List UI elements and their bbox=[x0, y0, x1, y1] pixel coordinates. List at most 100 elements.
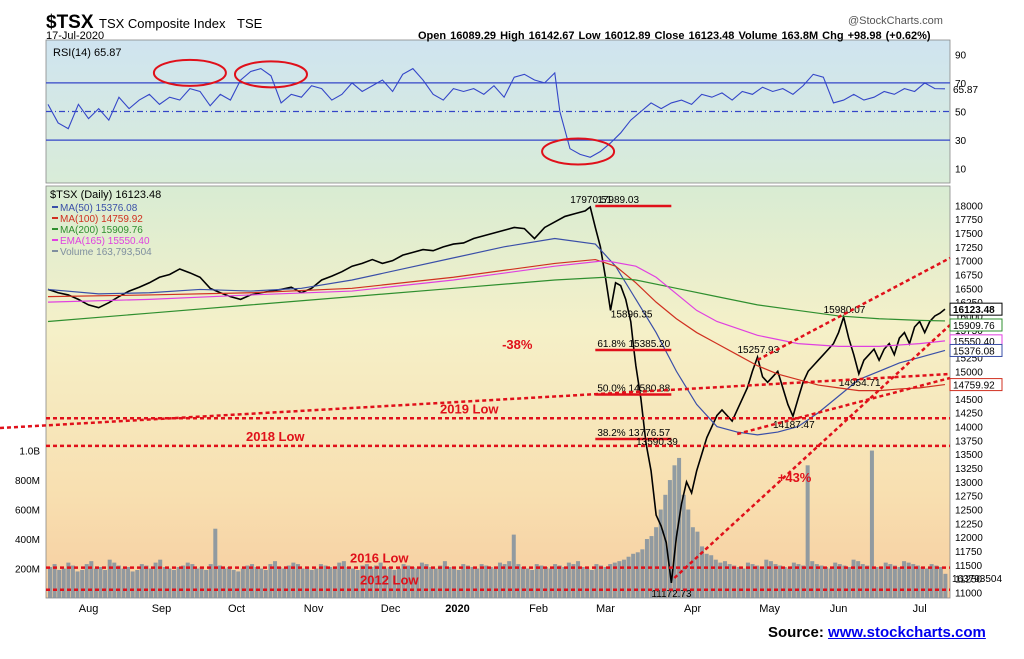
x-tick-label: Sep bbox=[152, 603, 172, 615]
volume-bar bbox=[479, 564, 484, 598]
volume-tick-label: 200M bbox=[15, 565, 40, 576]
volume-bar bbox=[112, 562, 117, 598]
volume-bar bbox=[185, 562, 190, 598]
x-tick-label: Mar bbox=[596, 603, 615, 615]
volume-bar bbox=[268, 564, 273, 598]
price-tick-label: 17250 bbox=[955, 243, 983, 254]
volume-bar bbox=[419, 562, 424, 598]
volume-bar bbox=[135, 569, 140, 598]
moving-average-line bbox=[47, 260, 946, 347]
volume-bar bbox=[162, 567, 167, 598]
volume-bar bbox=[787, 568, 792, 598]
volume-bar bbox=[837, 564, 842, 598]
trend-line bbox=[673, 324, 951, 579]
price-tick-label: 12500 bbox=[955, 506, 983, 517]
price-tick-label: 14250 bbox=[955, 409, 983, 420]
volume-bar bbox=[791, 562, 796, 598]
volume-bar bbox=[920, 567, 925, 598]
volume-bar bbox=[534, 564, 539, 598]
volume-bar bbox=[599, 565, 604, 598]
volume-bar bbox=[488, 567, 493, 598]
volume-bar bbox=[846, 567, 851, 598]
volume-bar bbox=[291, 562, 296, 598]
volume-bar bbox=[406, 565, 411, 598]
price-title: $TSX (Daily) 16123.48 bbox=[50, 189, 161, 201]
volume-bar bbox=[410, 567, 415, 598]
x-tick-label: Nov bbox=[304, 603, 324, 615]
volume-bar bbox=[723, 561, 727, 598]
volume-bar bbox=[263, 569, 268, 598]
volume-bar bbox=[700, 546, 705, 598]
volume-bar bbox=[911, 564, 916, 598]
price-tick-label: 17000 bbox=[955, 257, 983, 268]
volume-bar bbox=[608, 564, 613, 598]
volume-bar bbox=[773, 564, 778, 598]
volume-bar bbox=[295, 564, 300, 598]
volume-bar bbox=[892, 565, 897, 598]
price-tick-label: 16500 bbox=[955, 284, 983, 295]
volume-bar bbox=[176, 567, 181, 598]
volume-bar bbox=[778, 565, 783, 598]
volume-bar bbox=[98, 567, 103, 598]
volume-bar bbox=[396, 568, 401, 598]
volume-bar bbox=[305, 567, 310, 598]
legend-entry: MA(200) 15909.76 bbox=[60, 225, 143, 236]
volume-layer: 200M 400M 600M 800M 1.0B 163793504 bbox=[15, 447, 1002, 598]
rsi-tick-label: 10 bbox=[955, 165, 967, 176]
right-axis-value-box bbox=[949, 343, 1003, 357]
volume-bar bbox=[548, 568, 553, 598]
volume-bar bbox=[842, 565, 847, 598]
volume-bar bbox=[525, 568, 530, 598]
volume-bar bbox=[727, 564, 732, 598]
volume-bar bbox=[84, 564, 89, 598]
volume-bar bbox=[240, 568, 245, 598]
volume-bar bbox=[103, 569, 108, 598]
percent-change-annotation: +43% bbox=[778, 470, 812, 485]
price-tick-label: 16750 bbox=[955, 270, 983, 281]
volume-bar bbox=[300, 568, 305, 598]
volume-bar bbox=[447, 567, 452, 598]
volume-tick-label: 400M bbox=[15, 535, 40, 546]
volume-bar bbox=[374, 565, 379, 598]
volume-bar bbox=[401, 564, 406, 598]
price-tick-label: 11250 bbox=[955, 575, 983, 586]
moving-average-line bbox=[47, 276, 945, 323]
volume-bar bbox=[539, 565, 544, 598]
volume-bar bbox=[732, 565, 737, 598]
volume-bar bbox=[925, 568, 930, 598]
price-point-label: 15896.35 bbox=[611, 310, 653, 321]
volume-bar bbox=[713, 559, 718, 598]
volume-bar bbox=[442, 561, 447, 598]
moving-average-line bbox=[47, 237, 946, 436]
x-tick-label: Jun bbox=[830, 603, 848, 615]
volume-bar bbox=[217, 565, 222, 598]
volume-bar bbox=[153, 562, 158, 598]
moving-average-line bbox=[47, 258, 946, 392]
x-tick-label: 2020 bbox=[445, 603, 469, 615]
x-tick-label: Oct bbox=[228, 603, 245, 615]
price-point-label: 15980.07 bbox=[824, 305, 866, 316]
volume-bar bbox=[824, 567, 829, 598]
volume-bar bbox=[801, 565, 806, 598]
legend-entry: EMA(165) 15550.40 bbox=[60, 236, 150, 247]
price-tick-label: 16000 bbox=[955, 312, 983, 323]
volume-bar bbox=[507, 561, 512, 598]
volume-bar bbox=[433, 568, 438, 598]
rsi-highlight-ellipse bbox=[541, 137, 616, 166]
volume-bar bbox=[493, 568, 498, 598]
volume-bar bbox=[222, 568, 227, 598]
volume-bar bbox=[424, 564, 429, 598]
volume-bar bbox=[654, 527, 659, 598]
volume-bar bbox=[686, 509, 691, 598]
right-axis-value: 16123.48 bbox=[953, 305, 995, 316]
chart-exchange: TSE bbox=[237, 16, 263, 31]
volume-bar bbox=[328, 567, 333, 598]
volume-bar bbox=[282, 568, 287, 598]
volume-bar bbox=[360, 565, 365, 598]
chart-index-name: TSX Composite Index bbox=[99, 16, 226, 31]
price-point-label: 15257.93 bbox=[737, 345, 779, 356]
volume-bar bbox=[199, 567, 204, 598]
volume-bar bbox=[89, 561, 94, 598]
source-link[interactable]: www.stockcharts.com bbox=[828, 624, 986, 641]
volume-bar bbox=[516, 564, 521, 598]
